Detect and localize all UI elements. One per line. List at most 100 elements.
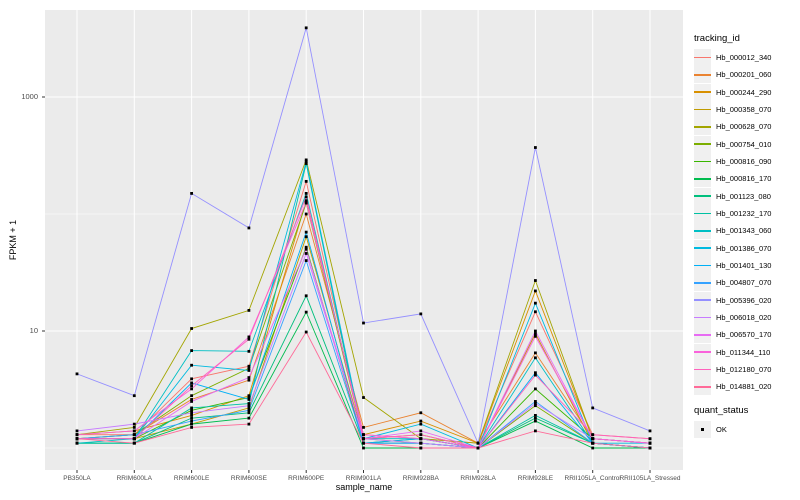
data-point [534,416,537,420]
data-point [419,433,423,437]
legend-item-Hb_001386_070: Hb_001386_070 [694,239,772,257]
data-point [534,279,537,282]
data-point [75,433,79,437]
legend-item-Hb_012180_070: Hb_012180_070 [694,361,772,379]
legend-item-label: Hb_000201_060 [716,70,772,80]
data-point [247,226,251,230]
y-tick-label: 10 [29,326,38,335]
data-point [247,411,251,415]
data-point [304,199,308,203]
data-point [534,146,537,149]
legend-color-line [694,282,711,284]
quant-status-square-icon [694,420,711,438]
legend-key-line-icon [694,257,711,275]
data-point [534,429,537,433]
data-point [247,366,251,370]
data-point [190,327,193,330]
data-point [534,334,537,338]
data-point [534,387,537,391]
legend-color-line [694,56,711,59]
data-point [247,376,251,379]
data-point [648,437,652,441]
data-point [419,437,423,441]
legend-item-label: Hb_001386_070 [716,243,772,253]
legend-key-line-icon [694,83,711,101]
legend-item-label: Hb_001343_060 [716,226,772,236]
x-tick-label-RRIM901LA: RRIM901LA [345,475,382,482]
black-square-marker [700,427,705,432]
data-point [190,400,193,403]
data-point [75,429,79,433]
legend-key-line-icon [694,153,711,171]
data-point [247,396,251,399]
data-point [648,446,652,450]
legend-color-line [694,368,711,371]
legend-item-Hb_000754_010: Hb_000754_010 [694,135,771,153]
x-tick-label-PB350LA: PB350LA [63,475,91,482]
legend-key-line-icon [694,118,711,136]
legend-item-label: Hb_000012_340 [716,53,772,62]
data-point [304,245,308,249]
legend-key-line-icon [694,222,711,240]
data-point [304,259,308,262]
legend-color-line [694,74,711,76]
legend-key-line-icon [694,239,711,257]
legend-color-line [694,195,711,198]
legend-item-label: Hb_012180_070 [716,365,772,375]
legend-color-line [694,247,711,250]
data-point [247,369,251,372]
x-tick-label-RRIM600PE: RRIM600PE [288,475,325,482]
legend-item-label: Hb_000358_070 [716,105,772,115]
x-tick-label-RRII105LA_Stressed: RRII105LA_Stressed [619,475,681,482]
legend-color-line [694,126,711,128]
legend-key-line-icon [694,66,711,84]
legend-item-label: Hb_000816_170 [716,174,772,184]
data-point [132,394,136,398]
data-point [419,422,423,426]
data-point [304,160,308,164]
data-point [304,162,308,165]
legend-key-line-icon [694,343,711,361]
data-point [534,404,537,408]
legend-color-line [694,91,711,94]
data-point [247,408,251,412]
data-point [247,416,251,420]
data-point [190,406,193,410]
data-point [534,310,537,314]
data-point [247,364,251,368]
data-point [247,398,251,401]
data-point [534,413,537,417]
data-point [190,411,193,415]
y-axis-title: FPKM + 1 [8,219,18,261]
data-point [190,387,193,391]
data-point [190,416,193,420]
data-point [362,425,365,429]
data-point [534,351,537,355]
data-point [190,422,193,426]
data-point [591,446,595,450]
data-point [190,419,193,423]
data-point [75,441,79,445]
data-point [534,289,537,293]
data-point [534,301,537,305]
legend-item-label: Hb_006018_020 [716,313,772,323]
data-point [648,441,652,445]
quant-status-legend-title: quant_status [694,404,749,416]
data-point [190,191,193,195]
data-point [419,441,423,445]
data-point [362,446,365,450]
legend-item-Hb_011344_110: Hb_011344_110 [694,343,770,361]
legend-item-Hb_001123_080: Hb_001123_080 [694,187,771,205]
data-point [419,419,423,423]
data-point [304,247,308,251]
legend-item-Hb_000201_060: Hb_000201_060 [694,66,772,84]
data-point [419,411,423,415]
legend-item-Hb_005396_020: Hb_005396_020 [694,291,771,309]
x-tick-label-RRIM600SE: RRIM600SE [230,475,267,482]
legend-color-line [694,212,711,215]
legend-color-line [694,264,711,267]
legend-key-line-icon [694,101,711,119]
legend-item-label: Hb_006570_170 [716,330,772,340]
data-point [534,329,537,333]
data-point [247,308,251,312]
